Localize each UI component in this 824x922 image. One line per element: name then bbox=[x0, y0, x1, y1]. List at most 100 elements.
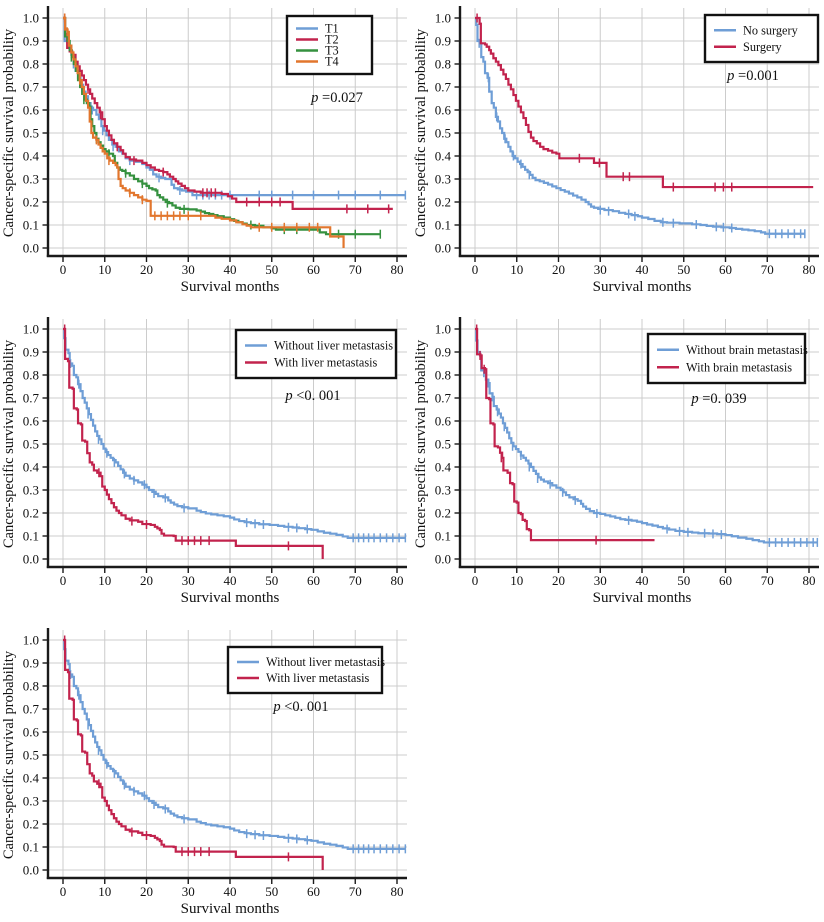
km-chart-surgery: 0 10 20 30 40 50 60 70 80 1.0 0.9 0.8 0.7 0.6 0.5 0.4 0.… bbox=[413, 6, 820, 295]
y-tick-label: 0.2 bbox=[435, 506, 451, 521]
x-tick-label: 70 bbox=[349, 573, 362, 588]
x-tick-label: 80 bbox=[803, 262, 816, 277]
legend-label: Without brain metastasis bbox=[686, 343, 808, 357]
y-tick-label: 0.0 bbox=[435, 552, 451, 567]
x-tick-label: 50 bbox=[677, 573, 690, 588]
survival-curve-without-liver-metastasis bbox=[63, 638, 406, 850]
km-panel-liver-metastasis: 0 10 20 30 40 50 60 70 80 1.0 0.9 0.8 0.7 0.6 0.5 0.4 0.… bbox=[0, 311, 412, 611]
y-tick-label: 0.6 bbox=[435, 103, 452, 118]
survival-curve-no-surgery bbox=[475, 16, 805, 235]
x-tick-label: 70 bbox=[349, 262, 362, 277]
y-tick-label: 0.6 bbox=[23, 414, 40, 429]
legend-label: T3 bbox=[325, 44, 339, 58]
x-tick-label: 30 bbox=[182, 884, 195, 899]
legend-box bbox=[703, 13, 820, 64]
legend-label: No surgery bbox=[743, 23, 799, 37]
legend-box bbox=[285, 14, 374, 76]
y-tick-label: 0.1 bbox=[435, 218, 451, 233]
y-tick-label: 1.0 bbox=[435, 322, 451, 337]
y-tick-label: 0.4 bbox=[435, 460, 452, 475]
x-tick-label: 10 bbox=[98, 262, 111, 277]
x-tick-label: 60 bbox=[307, 884, 320, 899]
x-tick-label: 0 bbox=[472, 262, 479, 277]
y-axis-title: Cancer-specific survival probability bbox=[413, 28, 429, 237]
legend-label: T1 bbox=[325, 22, 339, 36]
y-tick-label: 0.2 bbox=[435, 195, 451, 210]
legend-label: T2 bbox=[325, 33, 339, 47]
x-tick-label: 10 bbox=[98, 573, 111, 588]
y-tick-label: 0.7 bbox=[23, 391, 40, 406]
x-tick-label: 10 bbox=[98, 884, 111, 899]
y-tick-label: 0.4 bbox=[435, 149, 452, 164]
x-tick-label: 40 bbox=[224, 884, 237, 899]
x-tick-label: 50 bbox=[677, 262, 690, 277]
y-tick-label: 0.5 bbox=[23, 126, 39, 141]
y-tick-label: 0.7 bbox=[435, 391, 452, 406]
x-tick-label: 40 bbox=[224, 573, 237, 588]
y-tick-label: 0.1 bbox=[23, 840, 39, 855]
y-tick-label: 0.7 bbox=[435, 80, 452, 95]
p-value-label: p =0. 039 bbox=[690, 391, 746, 407]
y-tick-label: 0.2 bbox=[23, 195, 39, 210]
y-tick-label: 0.2 bbox=[23, 506, 39, 521]
legend-label: Surgery bbox=[743, 40, 783, 54]
survival-curve-with-brain-metastasis bbox=[475, 327, 655, 542]
x-tick-label: 60 bbox=[307, 262, 320, 277]
km-chart-brain-metastasis: 0 10 20 30 40 50 60 70 80 1.0 0.9 0.8 0.7 0.6 0.5 0.4 0.… bbox=[413, 317, 819, 606]
x-tick-label: 50 bbox=[265, 884, 278, 899]
y-tick-label: 0.9 bbox=[23, 345, 39, 360]
y-tick-label: 0.0 bbox=[435, 241, 451, 256]
y-tick-label: 0.5 bbox=[435, 437, 451, 452]
x-tick-label: 50 bbox=[265, 573, 278, 588]
survival-curve-with-liver-metastasis bbox=[63, 638, 324, 870]
y-tick-label: 0.9 bbox=[23, 34, 39, 49]
survival-curve-without-liver-metastasis bbox=[63, 327, 406, 539]
survival-curve-t2 bbox=[63, 16, 393, 210]
legend-box bbox=[234, 328, 398, 380]
y-tick-label: 0.8 bbox=[435, 368, 451, 383]
y-tick-label: 0.0 bbox=[23, 863, 39, 878]
p-value-label: p =0.027 bbox=[310, 90, 363, 106]
p-value-label: p <0. 001 bbox=[272, 699, 328, 715]
y-tick-label: 0.7 bbox=[23, 702, 40, 717]
x-tick-label: 60 bbox=[307, 573, 320, 588]
y-tick-label: 0.4 bbox=[23, 771, 40, 786]
x-axis-title: Survival months bbox=[181, 279, 280, 295]
km-panel-surgery: 0 10 20 30 40 50 60 70 80 1.0 0.9 0.8 0.7 0.6 0.5 0.4 0.… bbox=[412, 0, 824, 300]
y-tick-label: 0.3 bbox=[435, 172, 451, 187]
x-tick-label: 70 bbox=[349, 884, 362, 899]
y-tick-label: 0.2 bbox=[23, 817, 39, 832]
y-tick-label: 0.6 bbox=[23, 725, 40, 740]
x-tick-label: 50 bbox=[265, 262, 278, 277]
legend-label: T4 bbox=[325, 55, 339, 69]
km-panel-t-stage: 0 10 20 30 40 50 60 70 80 1.0 0.9 0.8 0.7 0.6 0.5 0.4 0.… bbox=[0, 0, 412, 300]
y-tick-label: 0.8 bbox=[23, 679, 39, 694]
x-tick-label: 0 bbox=[60, 884, 67, 899]
x-tick-label: 80 bbox=[803, 573, 816, 588]
x-tick-label: 20 bbox=[552, 573, 565, 588]
y-tick-label: 0.9 bbox=[435, 34, 451, 49]
km-panel-brain-metastasis: 0 10 20 30 40 50 60 70 80 1.0 0.9 0.8 0.7 0.6 0.5 0.4 0.… bbox=[412, 311, 824, 611]
y-tick-label: 0.6 bbox=[435, 414, 452, 429]
x-tick-label: 10 bbox=[510, 262, 523, 277]
y-tick-label: 1.0 bbox=[23, 322, 39, 337]
x-tick-label: 20 bbox=[140, 262, 153, 277]
x-axis-title: Survival months bbox=[593, 279, 692, 295]
legend-label: Without liver metastasis bbox=[274, 339, 393, 353]
survival-curve-surgery bbox=[475, 16, 814, 189]
p-value-label: p <0. 001 bbox=[284, 388, 340, 404]
x-tick-label: 30 bbox=[182, 262, 195, 277]
x-tick-label: 10 bbox=[510, 573, 523, 588]
legend-box bbox=[226, 645, 384, 695]
x-tick-label: 60 bbox=[719, 262, 732, 277]
legend-box bbox=[646, 332, 807, 385]
km-chart-liver-metastasis: 0 10 20 30 40 50 60 70 80 1.0 0.9 0.8 0.7 0.6 0.5 0.4 0.… bbox=[1, 317, 407, 606]
survival-curve-without-brain-metastasis bbox=[475, 327, 818, 544]
legend-label: With liver metastasis bbox=[274, 356, 378, 370]
km-chart-liver-metastasis-2: 0 10 20 30 40 50 60 70 80 1.0 0.9 0.8 0.7 0.6 0.5 0.4 0.… bbox=[1, 628, 407, 917]
y-tick-label: 0.1 bbox=[23, 529, 39, 544]
y-tick-label: 0.0 bbox=[23, 552, 39, 567]
p-value-label: p =0.001 bbox=[726, 68, 779, 84]
x-tick-label: 40 bbox=[224, 262, 237, 277]
